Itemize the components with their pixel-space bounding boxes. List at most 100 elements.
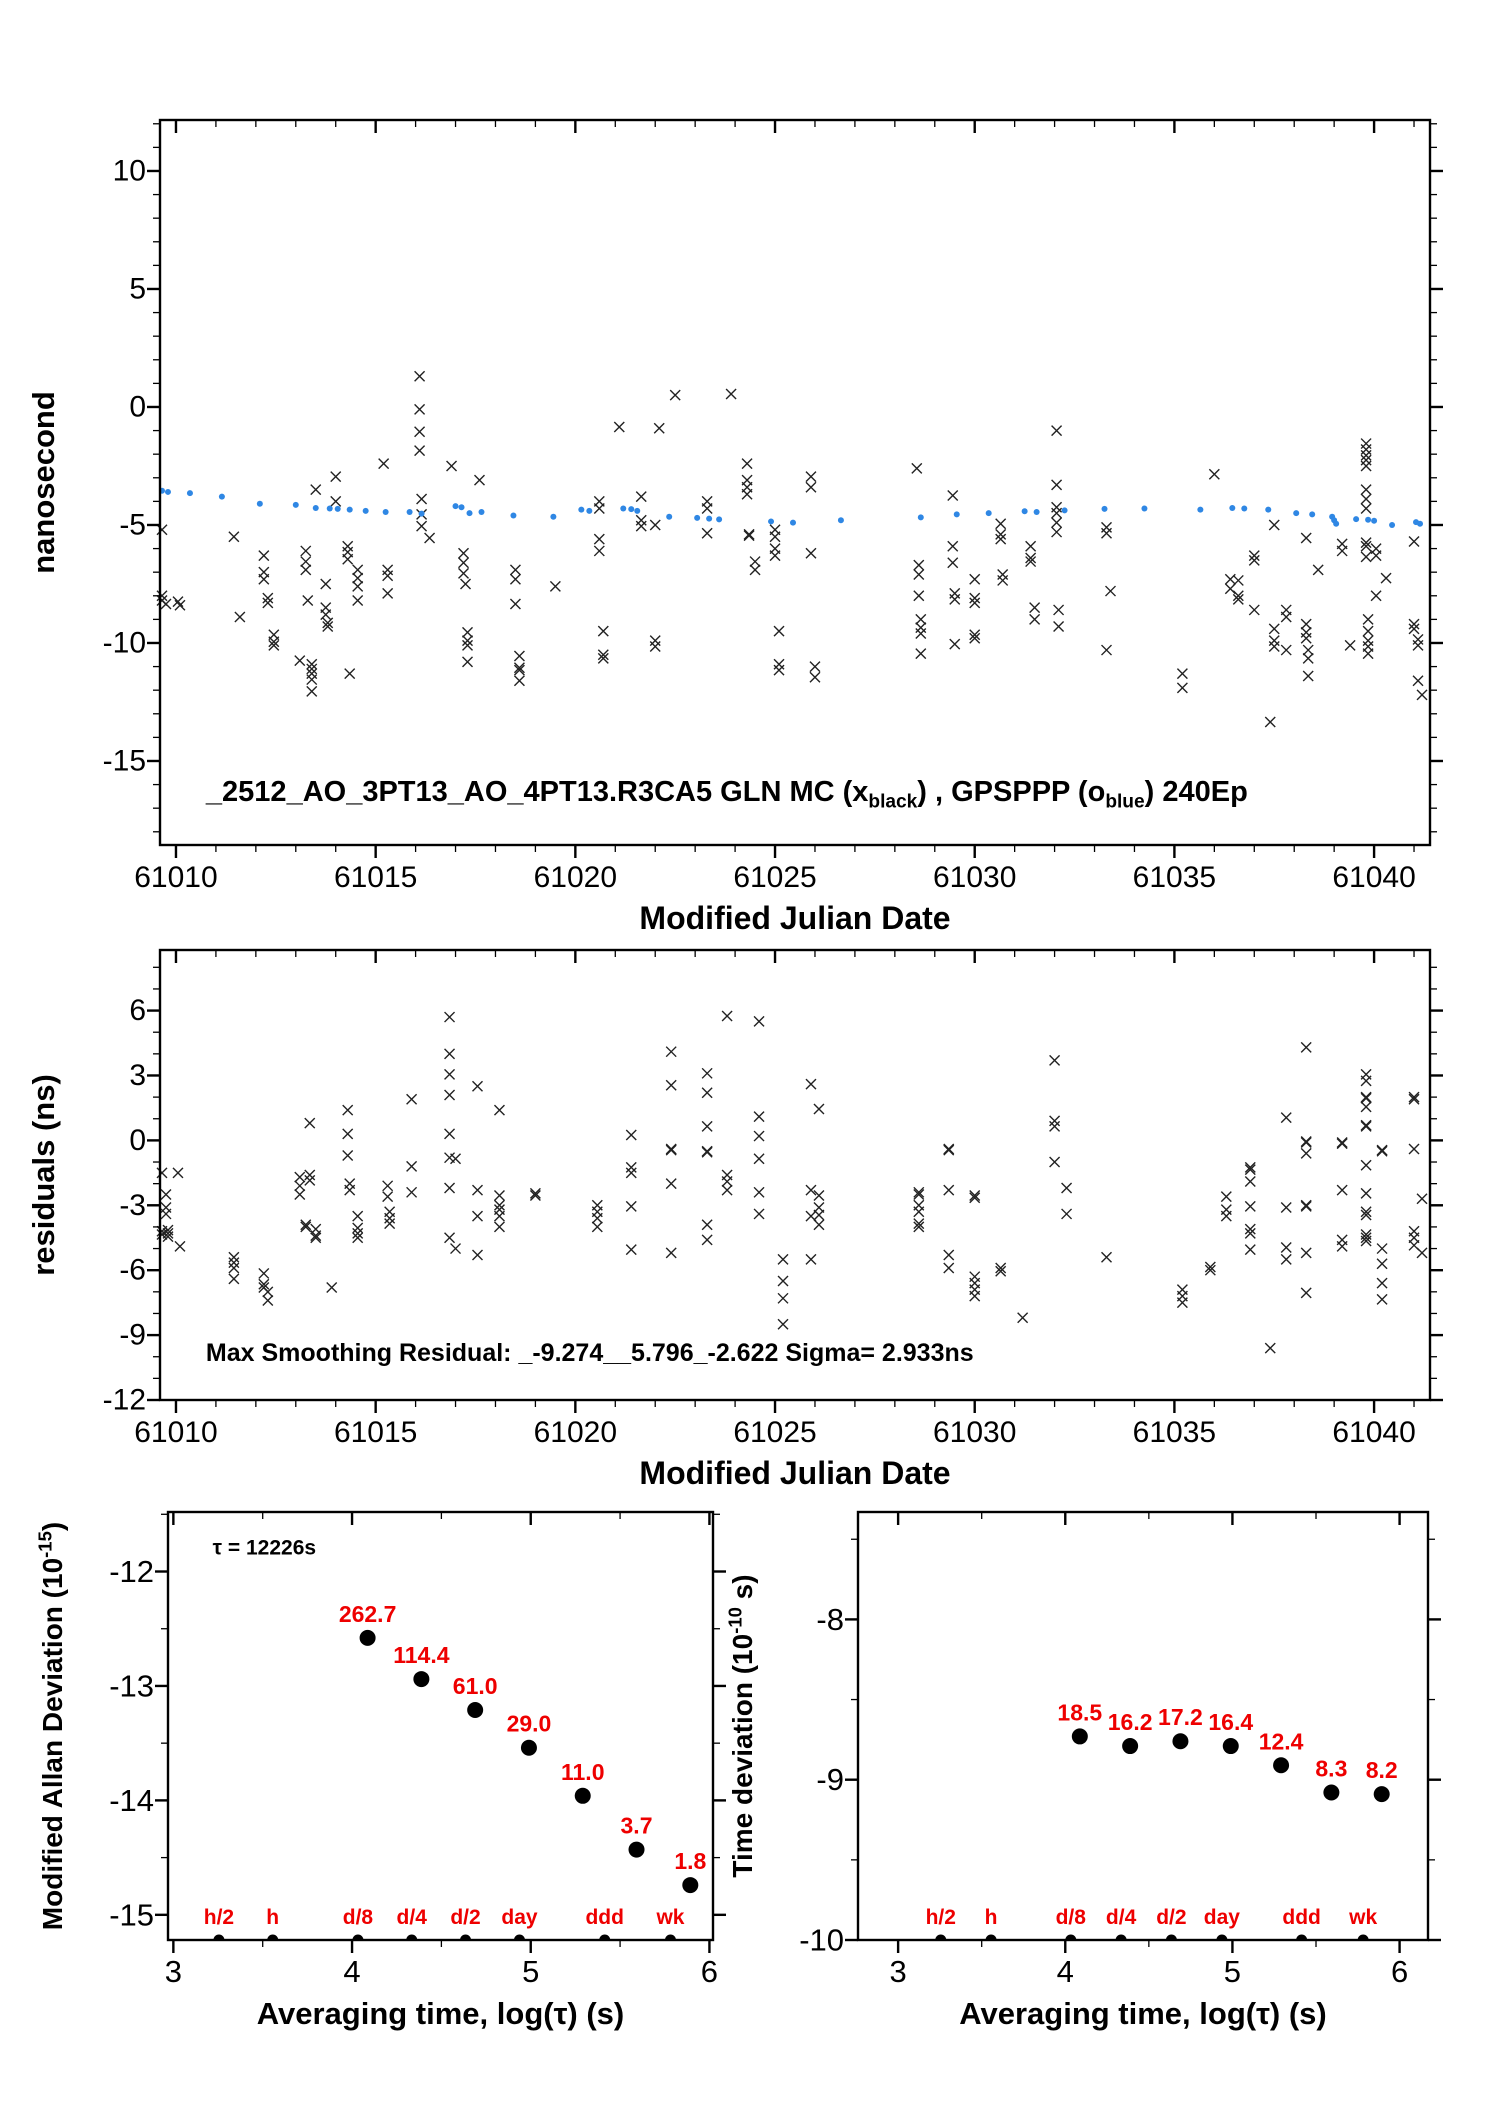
y-axis-title: Modified Allan Deviation (10-15) [34,1522,68,1930]
dot-marker [953,511,960,518]
dot-marker [218,493,225,500]
x-marker [509,573,521,585]
x-marker [344,668,356,680]
x-marker [969,632,981,644]
x-marker [1360,1232,1372,1244]
x-marker [462,635,474,647]
x-marker [1025,540,1037,552]
x-marker [1248,550,1260,562]
data-point [682,1877,699,1894]
x-marker [1408,1091,1420,1103]
dot-marker [458,504,465,511]
x-marker [300,545,312,557]
x-marker [444,1068,456,1080]
x-marker [382,587,394,599]
x-marker [805,547,817,559]
plot-frame [166,1510,715,1942]
x-marker [1362,648,1374,660]
x-marker [1300,1200,1312,1212]
x-marker [493,1221,505,1233]
x-marker [635,520,647,532]
x-marker [262,592,274,604]
data-point [628,1841,645,1858]
x-marker [414,370,426,382]
x-marker [1360,1101,1372,1113]
value-label: 8.2 [1366,1757,1398,1783]
dot-marker [334,505,341,512]
x-marker [268,636,280,648]
x-marker [969,573,981,585]
x-marker [1362,625,1374,637]
x-marker [749,556,761,568]
x-marker [474,474,485,486]
dot-marker [1021,508,1028,515]
x-marker [591,1212,603,1224]
x-marker [378,458,390,470]
x-marker [1370,550,1382,562]
x-marker [1360,493,1372,505]
x-marker [414,426,426,438]
dot-marker [466,510,473,517]
x-marker [913,569,925,581]
x-marker [701,1146,713,1158]
value-label: 12.4 [1259,1728,1304,1754]
y-tick-label: -10 [103,626,146,659]
y-axis-title: nanosecond [26,391,61,574]
x-marker [1336,1184,1348,1196]
timescale-label: wk [1348,1906,1377,1929]
x-marker [1360,502,1372,514]
timescale-label: d/2 [1156,1906,1186,1929]
x-marker [262,597,274,609]
ticks [147,950,1443,1413]
dot-marker [917,514,924,521]
dot-marker [1229,504,1236,511]
dot-marker [1365,516,1372,523]
x-marker [913,1218,925,1230]
x-marker [773,625,785,637]
y-tick-label: 3 [129,1059,146,1092]
x-marker [721,1010,733,1022]
dot-marker [1417,520,1424,527]
x-marker [1176,668,1188,680]
x-marker [450,1153,462,1165]
data-point [1323,1784,1340,1801]
dot-marker [312,504,319,511]
dot-marker [256,500,263,507]
value-label: 17.2 [1158,1704,1203,1730]
x-marker [258,1267,270,1279]
x-marker [352,564,364,576]
x-marker [1412,633,1424,645]
x-marker [995,1265,1007,1277]
x-marker [1360,1120,1372,1132]
x-marker [913,1188,925,1200]
series-mdev-points: 262.7 114.461.0 29.0 11.0 3.7 1.8 [339,1601,706,1894]
x-axis-title: Modified Julian Date [639,900,950,936]
x-marker [1300,1199,1312,1211]
x-marker [342,540,354,552]
dot-marker [362,507,369,514]
x-marker [342,553,354,565]
x-marker [330,495,342,507]
plot-frame [856,1510,1430,1942]
x-marker [300,564,312,576]
x-marker [1300,1247,1312,1259]
x-marker [813,1209,825,1221]
value-label: 61.0 [453,1673,498,1699]
x-marker [593,533,605,545]
x-tick-label: 61020 [534,1416,617,1449]
x-marker [493,1190,505,1202]
x-marker [1360,551,1372,563]
x-marker [701,1120,713,1132]
value-label: 3.7 [621,1813,653,1839]
x-marker [653,422,665,434]
x-marker [1360,1159,1372,1171]
x-marker [306,685,318,697]
x-marker [1248,554,1260,566]
x-marker [1300,532,1312,544]
x-marker [462,639,474,651]
x-marker [597,625,609,637]
y-tick-label: -13 [109,1668,154,1703]
x-marker [1360,449,1372,461]
x-marker [382,1180,394,1192]
